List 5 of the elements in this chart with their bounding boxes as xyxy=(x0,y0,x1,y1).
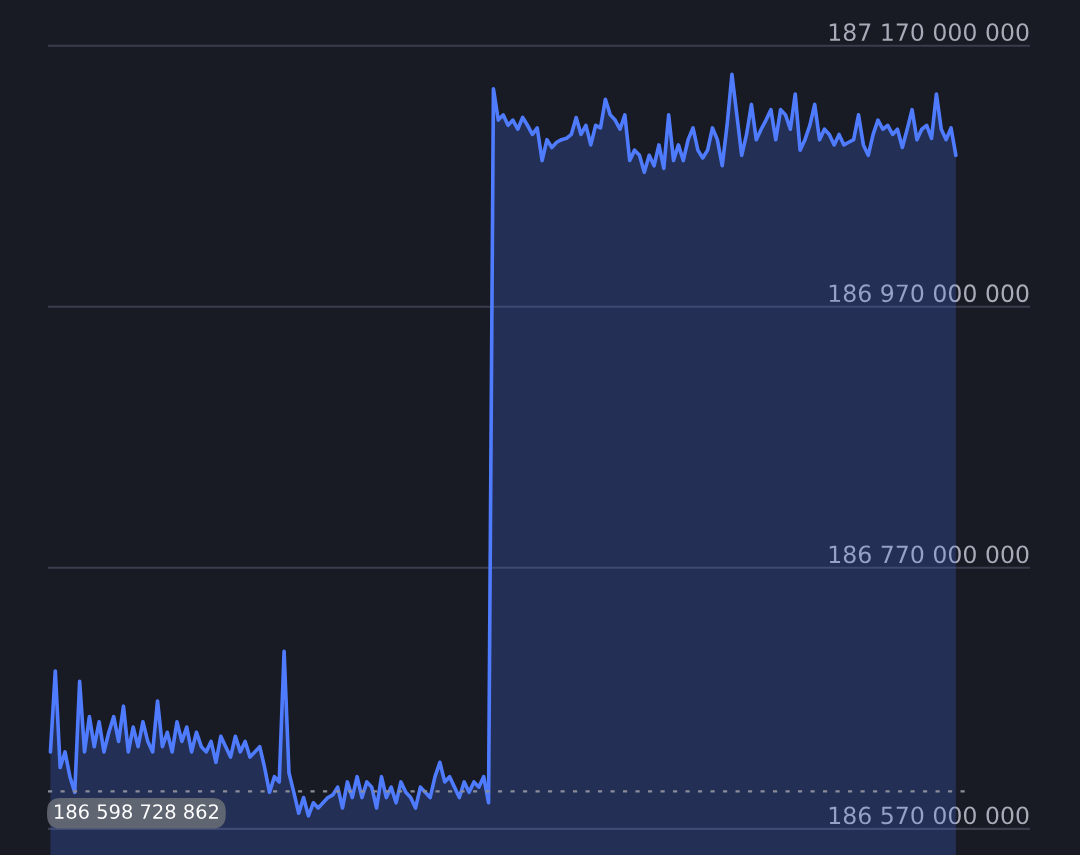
y-tick-label: 186 970 000 000 xyxy=(829,284,1029,303)
ref-line-label: 186 598 728 862 xyxy=(55,804,218,819)
y-tick-label: 186 570 000 000 xyxy=(829,806,1029,825)
y-tick-label: 187 170 000 000 xyxy=(829,23,1029,42)
y-tick-label: 186 770 000 000 xyxy=(829,545,1029,564)
